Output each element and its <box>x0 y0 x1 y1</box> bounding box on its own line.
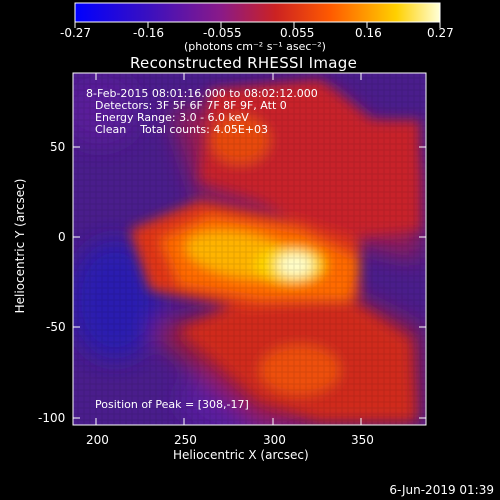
x-axis-label: Heliocentric X (arcsec) <box>173 448 309 462</box>
x-tick-label: 250 <box>174 433 197 447</box>
info-peak-position: Position of Peak = [308,-17] <box>95 398 249 411</box>
x-tick-label: 350 <box>351 433 374 447</box>
info-clean-counts: Clean Total counts: 4.05E+03 <box>95 123 269 136</box>
colorbar-tick-label: -0.055 <box>203 26 242 40</box>
info-time-range: 8-Feb-2015 08:01:16.000 to 08:02:12.000 <box>86 87 318 100</box>
colorbar-gradient <box>74 2 441 23</box>
y-tick-label: 0 <box>58 230 66 244</box>
colorbar-tick-label: -0.27 <box>60 26 92 40</box>
x-tick-label: 200 <box>86 433 109 447</box>
plot-title: Reconstructed RHESSI Image <box>130 54 358 72</box>
colorbar-unit-label: (photons cm⁻² s⁻¹ asec⁻²) <box>184 40 326 53</box>
y-tick-label: -50 <box>46 320 66 334</box>
colorbar-tick-label: 0.16 <box>355 26 382 40</box>
x-tick-label: 300 <box>263 433 286 447</box>
info-detectors: Detectors: 3F 5F 6F 7F 8F 9F, Att 0 <box>95 99 287 112</box>
colorbar-tick-label: 0.055 <box>280 26 315 40</box>
colorbar-tick-label: -0.16 <box>133 26 165 40</box>
footer-date: 6-Jun-2019 01:39 <box>389 483 494 497</box>
y-tick-label: 50 <box>50 140 66 154</box>
info-energy-range: Energy Range: 3.0 - 6.0 keV <box>95 111 249 124</box>
y-axis-label: Heliocentric Y (arcsec) <box>13 178 27 314</box>
y-tick-label: -100 <box>38 411 66 425</box>
colorbar-tick-label: 0.27 <box>427 26 454 40</box>
colorbar <box>74 2 441 28</box>
